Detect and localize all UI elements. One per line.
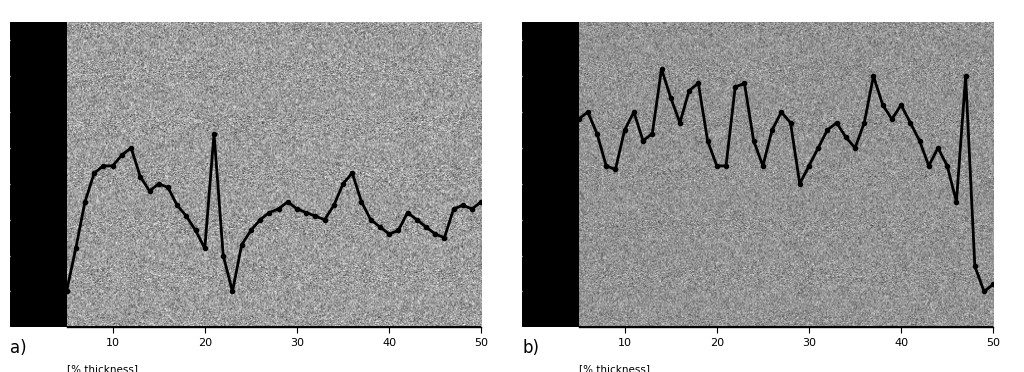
Text: [% thickness]: [% thickness]: [67, 364, 137, 372]
Text: VHN: VHN: [24, 3, 53, 16]
Text: [% thickness]: [% thickness]: [579, 364, 649, 372]
Text: b): b): [522, 339, 540, 356]
Text: a): a): [10, 339, 27, 356]
Text: VHN: VHN: [536, 3, 565, 16]
